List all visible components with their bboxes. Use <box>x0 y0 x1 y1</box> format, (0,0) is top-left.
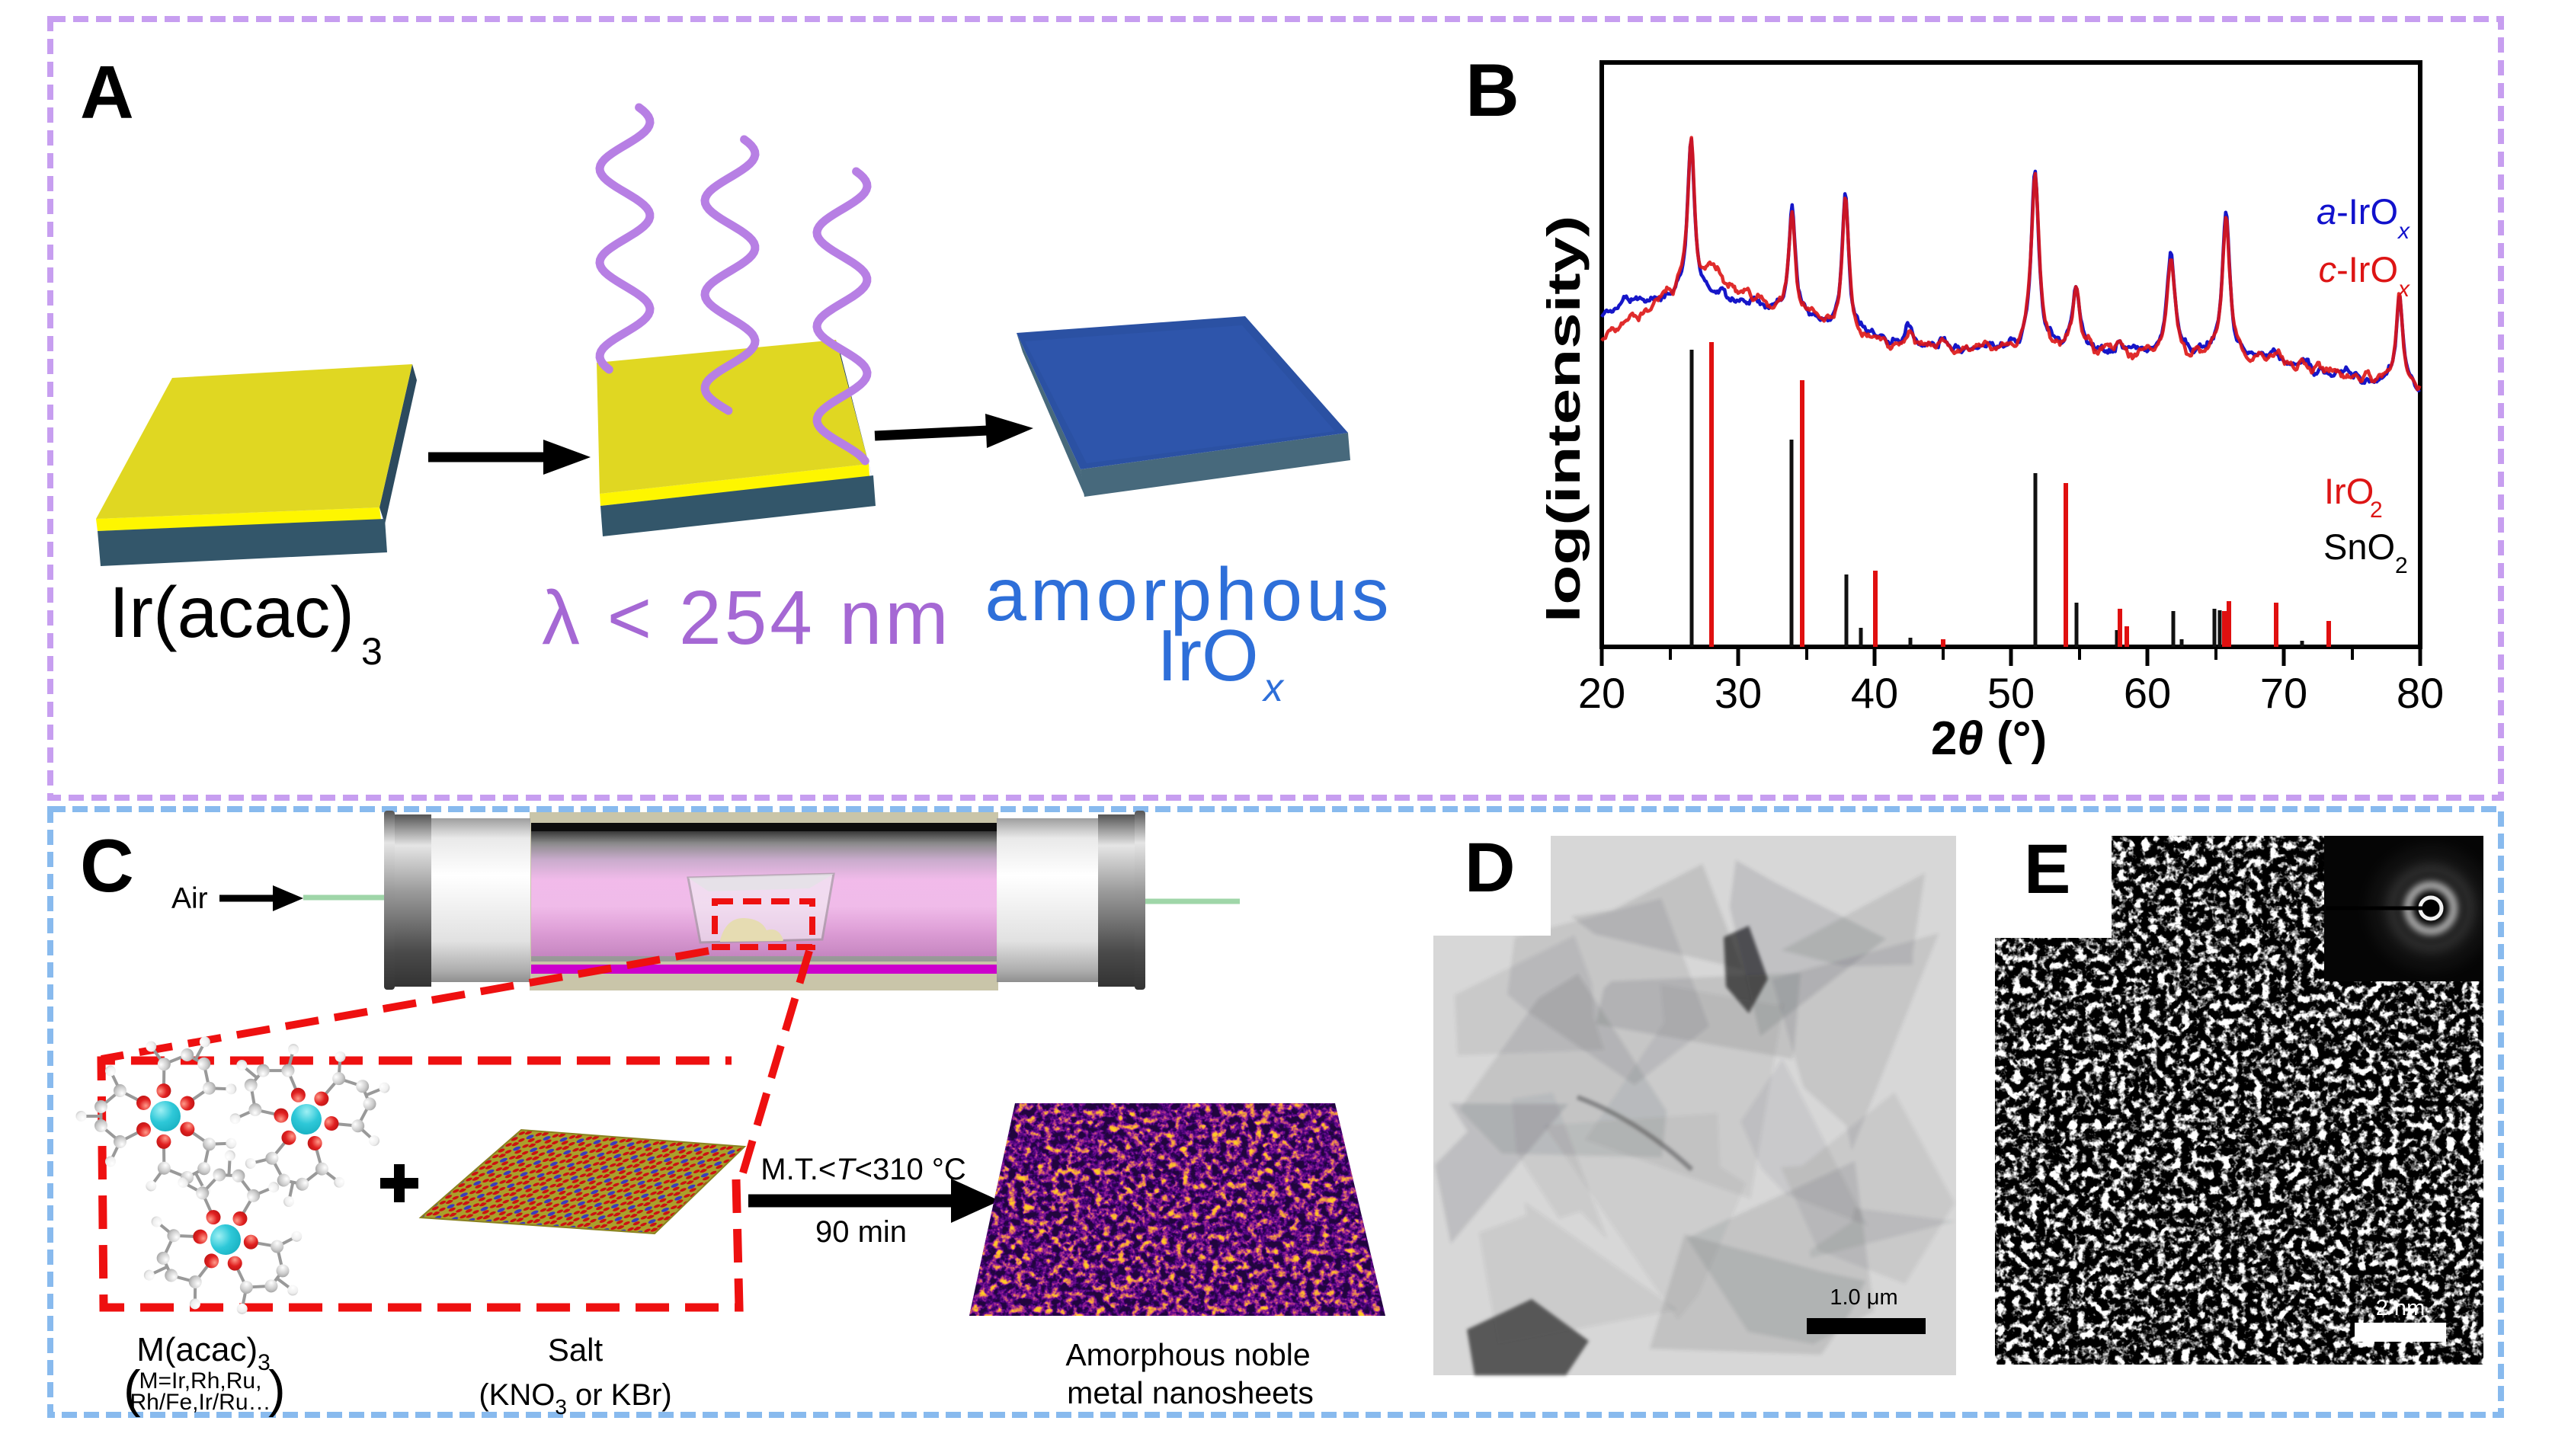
svg-text:c-IrO: c-IrO <box>2319 249 2398 290</box>
svg-text:A: A <box>80 50 134 134</box>
svg-text:λ < 254 nm: λ < 254 nm <box>542 575 952 661</box>
svg-text:x: x <box>2397 277 2410 302</box>
svg-text:Rh/Fe,Ir/Ru…: Rh/Fe,Ir/Ru… <box>130 1390 271 1415</box>
svg-text:IrO: IrO <box>2324 471 2374 511</box>
svg-text:2 nm: 2 nm <box>2376 1296 2425 1320</box>
svg-text:M=Ir,Rh,Ru,: M=Ir,Rh,Ru, <box>139 1368 262 1394</box>
svg-text:SnO: SnO <box>2323 526 2395 567</box>
svg-text:70: 70 <box>2260 669 2307 717</box>
svg-text:metal nanosheets: metal nanosheets <box>1067 1375 1314 1410</box>
svg-text:B: B <box>1465 48 1519 132</box>
svg-text:90 min: 90 min <box>815 1215 907 1249</box>
svg-text:x: x <box>2397 219 2410 244</box>
svg-text:M(acac)3: M(acac)3 <box>136 1331 271 1375</box>
svg-text:): ) <box>268 1360 286 1418</box>
svg-text:x: x <box>1261 666 1285 710</box>
svg-text:2: 2 <box>2370 498 2383 523</box>
svg-text:a-IrO: a-IrO <box>2317 191 2398 232</box>
svg-text:IrO: IrO <box>1157 615 1258 696</box>
svg-text:20: 20 <box>1578 669 1625 717</box>
svg-text:2: 2 <box>2395 553 2408 578</box>
svg-text:E: E <box>2024 830 2070 908</box>
svg-text:80: 80 <box>2397 669 2444 717</box>
svg-text:Salt: Salt <box>548 1332 604 1368</box>
svg-text:log(intensity): log(intensity) <box>1538 216 1590 623</box>
svg-text:Amorphous noble: Amorphous noble <box>1065 1337 1310 1372</box>
svg-text:Ir(acac): Ir(acac) <box>109 572 354 653</box>
svg-text:M.T.<T<310 °C: M.T.<T<310 °C <box>760 1153 965 1186</box>
svg-text:(: ( <box>123 1360 141 1418</box>
svg-text:3: 3 <box>361 630 383 673</box>
svg-text:C: C <box>80 824 134 907</box>
svg-text:2θ (°): 2θ (°) <box>1931 712 2047 765</box>
svg-text:50: 50 <box>1987 669 2035 717</box>
svg-text:30: 30 <box>1715 669 1762 717</box>
svg-text:Air: Air <box>171 882 208 915</box>
svg-text:1.0 μm: 1.0 μm <box>1830 1285 1897 1310</box>
svg-text:40: 40 <box>1851 669 1898 717</box>
svg-text:D: D <box>1465 829 1515 907</box>
svg-text:60: 60 <box>2124 669 2171 717</box>
svg-text:amorphous: amorphous <box>985 552 1392 636</box>
